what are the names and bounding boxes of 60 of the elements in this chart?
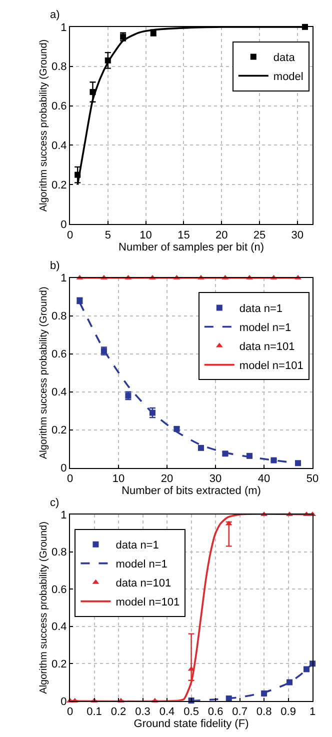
x-tick-label: 0.7	[232, 706, 248, 718]
x-tick-label: 0.5	[184, 706, 199, 718]
legend-label: data n=1	[116, 540, 159, 552]
text: b)	[50, 260, 60, 272]
y-tick-label: 0.6	[52, 584, 67, 596]
y-tick-label: 0.2	[52, 424, 67, 437]
x-tick-label: 15	[178, 229, 190, 242]
x-tick-label: 0.4	[159, 706, 175, 718]
y-tick-label: 0	[60, 696, 67, 708]
y-axis-title: Algorithm success probability (Ground)	[38, 522, 50, 694]
legend-label: data n=101	[116, 578, 172, 590]
x-tick-label: 20	[215, 229, 228, 242]
x-tick-label: 25	[253, 229, 266, 242]
legend-label: model n=1	[116, 558, 168, 571]
y-tick-label: 0.2	[52, 180, 67, 192]
legend-label: model n=101	[116, 596, 180, 609]
y-tick-label: 0.6	[52, 348, 67, 361]
x-tick-label: 0.3	[135, 706, 150, 718]
x-axis-title: Ground state fidelity (F)	[134, 718, 249, 730]
y-tick-label: 0.6	[52, 100, 67, 113]
y-tick-label: 0.4	[52, 140, 67, 152]
y-tick-label: 0	[60, 462, 67, 475]
legend-label: model n=1	[239, 322, 292, 334]
y-tick-label: 0.2	[52, 658, 67, 670]
legend-label: data n=101	[239, 341, 295, 354]
y-tick-label: 0.8	[52, 61, 67, 74]
legend-label: model	[273, 71, 304, 84]
point	[303, 666, 310, 672]
y-tick-label: 0.8	[52, 310, 67, 323]
y-tick-label: 1	[60, 509, 67, 522]
text: c)	[50, 497, 60, 509]
x-tick-label: 20	[160, 473, 174, 486]
x-tick-label: 0.6	[208, 706, 224, 718]
x-tick-label: 0.9	[280, 706, 296, 718]
x-tick-label: 1	[309, 706, 316, 718]
x-tick-label: 30	[209, 473, 222, 486]
legend-label: data	[273, 52, 296, 64]
x-tick-label: 0.2	[110, 706, 126, 718]
y-tick-label: 0	[60, 218, 67, 231]
y-tick-label: 1	[60, 22, 67, 34]
x-tick-label: 10	[112, 473, 125, 486]
y-axis-title: Algorithm success probability (Ground)	[38, 286, 50, 460]
x-tick-label: 10	[140, 229, 152, 242]
legend-label: data n=1	[239, 303, 283, 316]
y-axis-title: Algorithm success probability (Ground)	[38, 39, 50, 212]
x-tick-label: 0.8	[256, 706, 272, 718]
x-tick-label: 40	[258, 473, 270, 486]
point	[286, 679, 293, 686]
x-tick-label: 30	[291, 229, 304, 242]
x-axis-title: Number of bits extracted (m)	[122, 485, 261, 498]
y-tick-label: 0.4	[52, 386, 67, 399]
y-tick-label: 0.8	[52, 546, 67, 559]
text: a)	[50, 9, 60, 21]
x-tick-label: 50	[306, 473, 319, 486]
x-tick-label: 0.1	[86, 706, 102, 718]
x-tick-label: 5	[104, 229, 111, 242]
y-tick-label: 0.4	[52, 621, 67, 634]
legend-label: model n=101	[239, 360, 304, 372]
y-tick-label: 1	[60, 272, 67, 285]
x-axis-title: Number of samples per bit (n)	[118, 241, 264, 254]
